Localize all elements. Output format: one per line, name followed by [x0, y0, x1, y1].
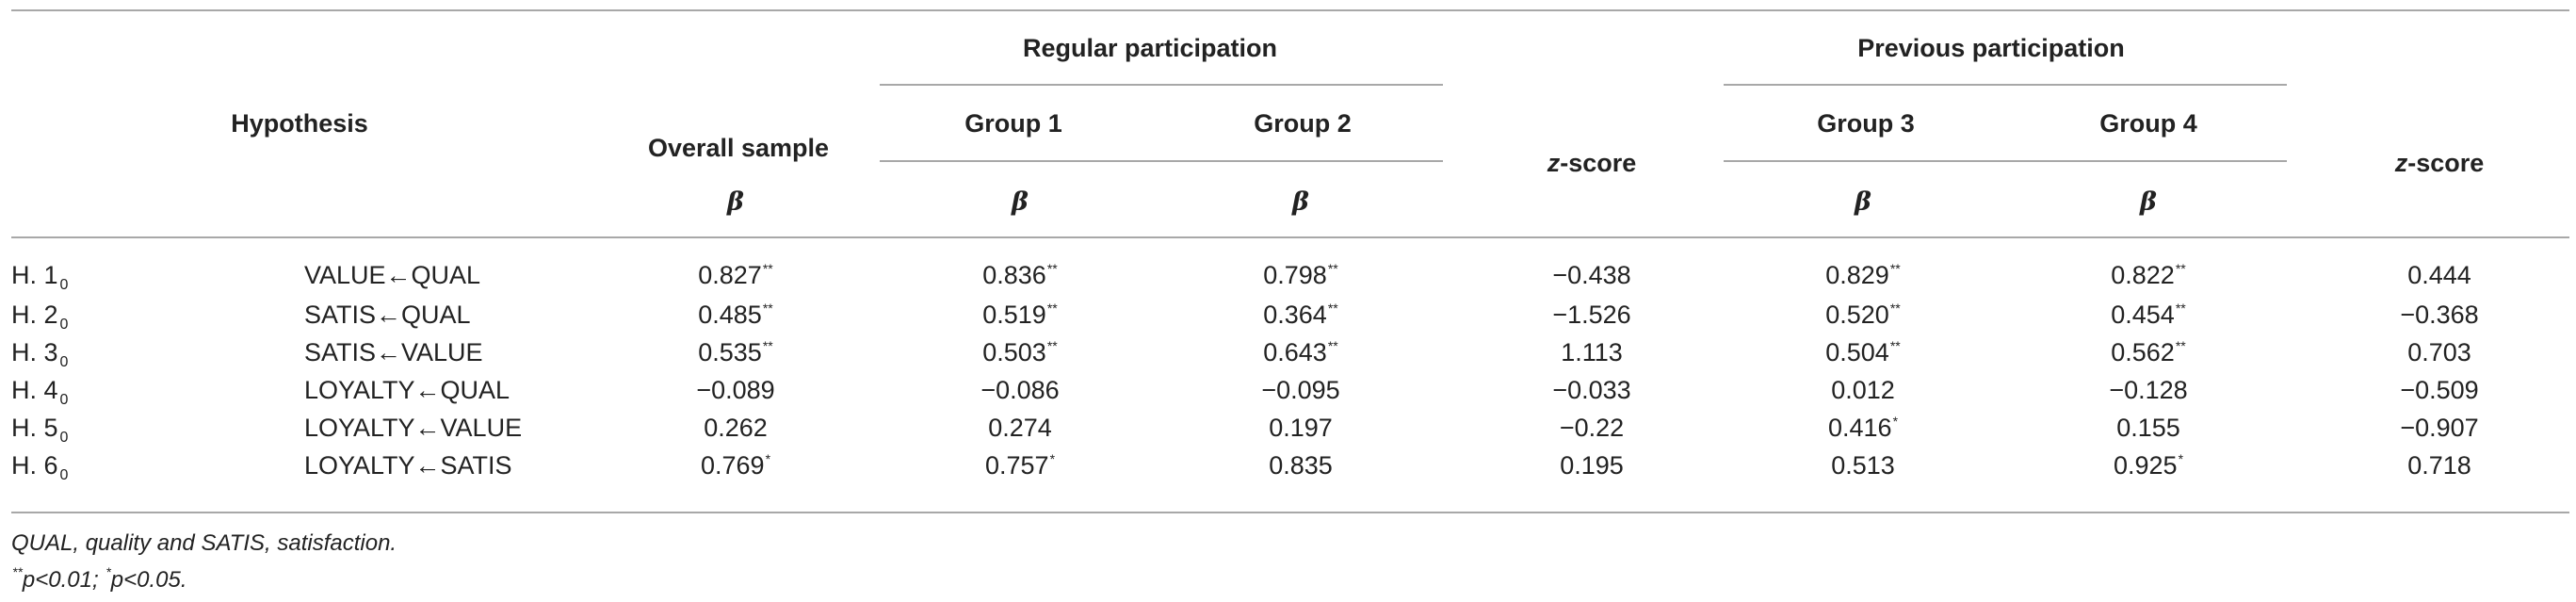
table-bottom-rule	[11, 512, 2569, 513]
hypothesis-path: LOYALTY←VALUE	[304, 414, 523, 442]
hypothesis-path: SATIS←QUAL	[304, 301, 471, 329]
footnote-significance: **p<0.01; *p<0.05.	[12, 564, 187, 593]
footnote-abbreviations: QUAL, quality and SATIS, satisfaction.	[11, 530, 397, 556]
group3-value: 0.829**	[1825, 261, 1901, 289]
beta-group3-header: β	[1855, 187, 1871, 217]
hypothesis-path: SATIS←VALUE	[304, 338, 483, 366]
group2-value: 0.364**	[1263, 301, 1338, 329]
group2-value: 0.197	[1269, 414, 1333, 442]
beta-group1-header: β	[1012, 187, 1029, 217]
group1-value: 0.836**	[982, 261, 1058, 289]
z-score-previous-value: 0.703	[2407, 338, 2471, 366]
hypothesis-path: VALUE←QUAL	[304, 261, 481, 289]
significance-mark: **	[2175, 261, 2186, 276]
group1-value: −0.086	[980, 376, 1060, 404]
group3-value: 0.012	[1831, 376, 1895, 404]
significance-mark: **	[2175, 301, 2186, 316]
z-score-regular-value: 0.195	[1560, 451, 1624, 480]
overall-value: 0.262	[704, 414, 768, 442]
z-score-header-2: z-score	[2394, 149, 2485, 177]
z-score-regular-value: −0.22	[1559, 414, 1625, 442]
table-top-rule	[11, 9, 2569, 11]
z-score-previous-value: −0.509	[2400, 376, 2479, 404]
significance-mark: **	[1327, 338, 1338, 353]
z-score-previous-value: −0.907	[2400, 414, 2479, 442]
group4-header: Group 4	[2099, 109, 2197, 138]
group1-value: 0.274	[988, 414, 1052, 442]
group3-value: 0.504**	[1825, 338, 1901, 366]
significance-mark: **	[762, 261, 773, 276]
significance-mark: **	[1889, 338, 1901, 353]
z-score-header-1: z-score	[1547, 149, 1637, 177]
groups-3-4-rule	[1724, 160, 2287, 162]
overall-value: 0.485**	[698, 301, 773, 329]
group3-value: 0.520**	[1825, 301, 1901, 329]
table-header-rule	[11, 236, 2569, 238]
significance-mark: *	[765, 451, 771, 466]
group4-value: 0.562**	[2111, 338, 2186, 366]
significance-mark: **	[2175, 338, 2186, 353]
z-score-previous-value: 0.444	[2407, 261, 2471, 289]
z-score-regular-value: 1.113	[1561, 338, 1623, 366]
significance-mark: **	[1889, 261, 1901, 276]
beta-group4-header: β	[2140, 187, 2157, 217]
significance-mark: **	[1327, 301, 1338, 316]
group2-value: −0.095	[1261, 376, 1340, 404]
group2-value: 0.835	[1269, 451, 1333, 480]
group3-value: 0.416*	[1827, 414, 1899, 442]
significance-mark: **	[762, 338, 773, 353]
significance-mark: **	[1327, 261, 1338, 276]
group3-header: Group 3	[1817, 109, 1915, 138]
overall-value: −0.089	[696, 376, 775, 404]
overall-value: 0.827**	[698, 261, 773, 289]
group4-value: 0.454**	[2111, 301, 2186, 329]
regular-participation-rule	[880, 84, 1443, 86]
group1-value: 0.519**	[982, 301, 1058, 329]
z-score-regular-value: −0.438	[1552, 261, 1631, 289]
significance-mark: *	[1049, 451, 1056, 466]
significance-mark: **	[1046, 261, 1058, 276]
previous-participation-header: Previous participation	[1857, 34, 2125, 62]
group4-value: −0.128	[2109, 376, 2188, 404]
overall-value: 0.769*	[700, 451, 771, 480]
significance-mark: *	[1892, 414, 1899, 429]
regular-participation-header: Regular participation	[1022, 34, 1278, 62]
group2-value: 0.643**	[1263, 338, 1338, 366]
overall-sample-header: Overall sample	[647, 134, 830, 162]
group2-value: 0.798**	[1263, 261, 1338, 289]
group1-value: 0.757*	[984, 451, 1056, 480]
group1-value: 0.503**	[982, 338, 1058, 366]
group4-value: 0.925*	[2113, 451, 2184, 480]
group1-header: Group 1	[964, 109, 1062, 138]
significance-mark: **	[1046, 338, 1058, 353]
significance-mark: **	[1889, 301, 1901, 316]
groups-1-2-rule	[880, 160, 1443, 162]
group2-header: Group 2	[1254, 109, 1352, 138]
beta-group2-header: β	[1292, 187, 1309, 217]
significance-mark: **	[1046, 301, 1058, 316]
group4-value: 0.822**	[2111, 261, 2186, 289]
z-score-regular-value: −0.033	[1552, 376, 1631, 404]
beta-overall-header: β	[727, 187, 744, 217]
hypothesis-path: LOYALTY←QUAL	[304, 376, 510, 404]
significance-mark: *	[2178, 451, 2184, 466]
hypothesis-path: LOYALTY←SATIS	[304, 451, 512, 480]
group4-value: 0.155	[2116, 414, 2180, 442]
z-score-regular-value: −1.526	[1552, 301, 1631, 329]
z-score-previous-value: 0.718	[2407, 451, 2471, 480]
significance-mark: **	[762, 301, 773, 316]
group3-value: 0.513	[1831, 451, 1895, 480]
overall-value: 0.535**	[698, 338, 773, 366]
hypothesis-header: Hypothesis	[231, 109, 368, 138]
z-score-previous-value: −0.368	[2400, 301, 2479, 329]
previous-participation-rule	[1724, 84, 2287, 86]
